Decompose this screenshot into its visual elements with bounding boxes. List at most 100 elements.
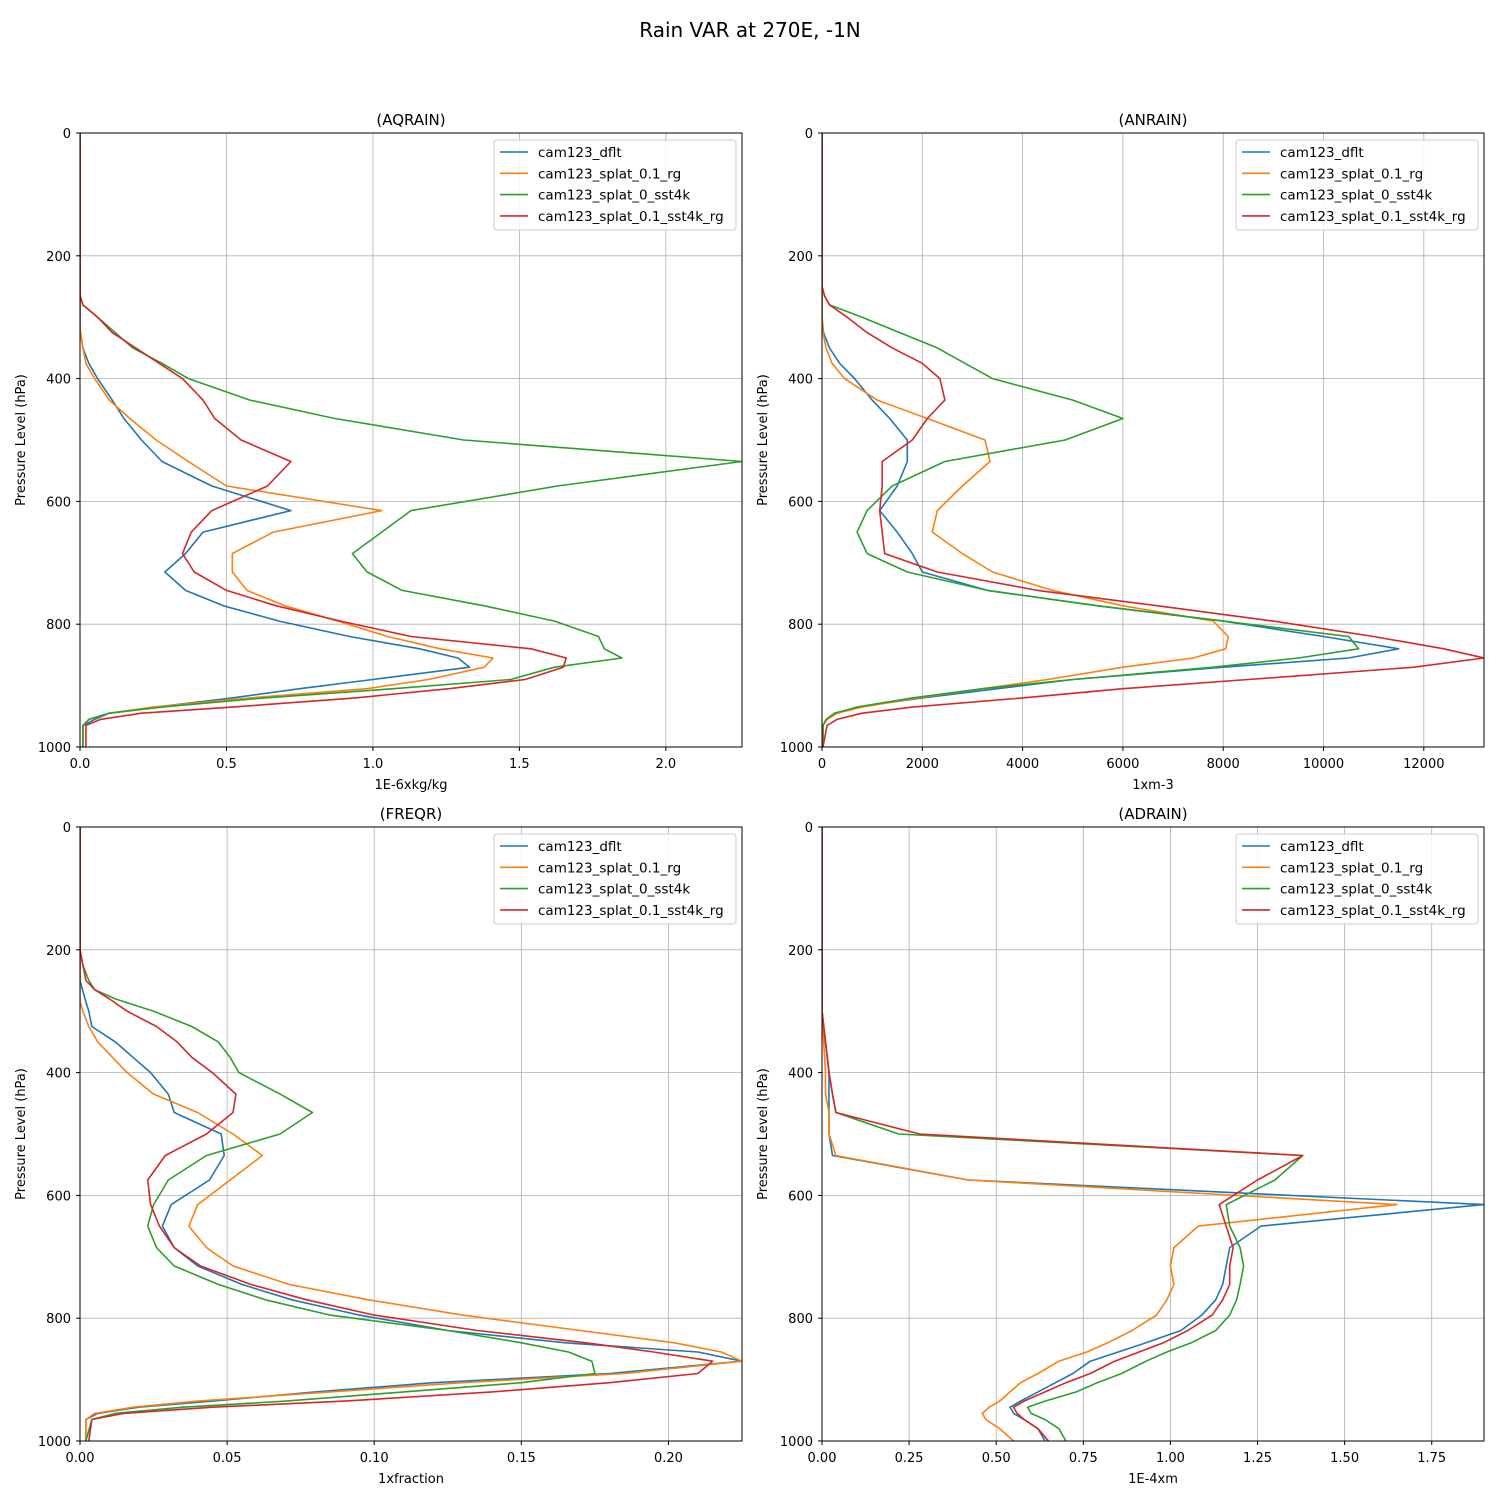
x-axis-label: 1xm-3 [1132, 778, 1174, 793]
series-group [822, 827, 1484, 1441]
series-line-cam123_splat_0.1_rg [822, 827, 1398, 1441]
x-tick-label: 0.15 [507, 1451, 536, 1466]
x-tick-label: 0.20 [654, 1451, 683, 1466]
x-tick-label: 0.5 [216, 757, 237, 772]
figure-title: Rain VAR at 270E, -1N [639, 18, 861, 42]
y-tick-label: 1000 [780, 1435, 813, 1450]
series-line-cam123_splat_0.1_sst4k_rg [80, 133, 568, 747]
y-tick-label: 0 [805, 127, 813, 142]
x-tick-label: 1.0 [363, 757, 384, 772]
y-axis-label: Pressure Level (hPa) [14, 374, 29, 506]
y-tick-label: 600 [788, 495, 813, 510]
plot-frame [821, 826, 1485, 1442]
x-tick-label: 2000 [906, 757, 939, 772]
y-tick-label: 400 [46, 373, 71, 388]
x-tick-label: 0 [818, 757, 826, 772]
series-line-cam123_dflt [80, 827, 742, 1441]
x-tick-label: 2.0 [655, 757, 676, 772]
series-group [822, 133, 1484, 747]
series-group [80, 827, 742, 1441]
y-tick-label: 1000 [780, 741, 813, 756]
legend-label: cam123_dflt [1280, 145, 1364, 161]
legend-box [1235, 139, 1479, 231]
x-tick-label: 1.00 [1156, 1451, 1185, 1466]
series-group [80, 133, 742, 747]
x-tick-label: 0.0 [70, 757, 91, 772]
x-tick-label: 0.00 [66, 1451, 95, 1466]
y-tick-label: 400 [788, 373, 813, 388]
y-axis-label: Pressure Level (hPa) [756, 374, 771, 506]
series-line-cam123_splat_0.1_rg [80, 827, 742, 1441]
legend-label: cam123_splat_0.1_sst4k_rg [1280, 209, 1466, 225]
x-tick-label: 1.5 [509, 757, 530, 772]
series-line-cam123_splat_0_sst4k [822, 133, 1360, 747]
y-tick-label: 800 [788, 618, 813, 633]
panel-title: (ANRAIN) [1119, 111, 1188, 129]
panel-2: 0.00 0.05 0.10 0.15 0.20 0 200 400 600 800 1000 (FR… [14, 805, 743, 1487]
legend: cam123_dflt cam123_splat_0.1_rg cam123_spl… [1235, 833, 1479, 925]
legend-label: cam123_splat_0_sst4k [1280, 882, 1432, 898]
x-tick-label: 0.50 [982, 1451, 1011, 1466]
legend: cam123_dflt cam123_splat_0.1_rg cam123_spl… [493, 833, 737, 925]
y-tick-label: 400 [46, 1067, 71, 1082]
legend-label: cam123_dflt [538, 145, 622, 161]
y-tick-label: 0 [63, 127, 71, 142]
y-tick-label: 200 [788, 250, 813, 265]
x-tick-label: 0.75 [1069, 1451, 1098, 1466]
panel-1: 0 2000 4000 6000 8000 10000 12000 0 200 400 600 800… [756, 111, 1485, 793]
legend-label: cam123_dflt [1280, 839, 1364, 855]
y-tick-label: 200 [46, 944, 71, 959]
series-line-cam123_splat_0.1_rg [80, 133, 494, 747]
x-tick-label: 8000 [1207, 757, 1240, 772]
plot-frame [821, 132, 1485, 748]
y-tick-label: 600 [46, 1189, 71, 1204]
x-axis-label: 1E-4xm [1128, 1472, 1178, 1487]
plot-frame [79, 132, 743, 748]
y-tick-label: 0 [63, 821, 71, 836]
x-tick-label: 1.25 [1243, 1451, 1272, 1466]
legend-label: cam123_splat_0.1_sst4k_rg [538, 209, 724, 225]
x-tick-label: 1.75 [1417, 1451, 1446, 1466]
legend-label: cam123_splat_0.1_rg [538, 860, 681, 876]
panel-0: 0.0 0.5 1.0 1.5 2.0 0 200 400 600 800 1000 (AQRAIN)… [14, 111, 743, 793]
x-axis-label: 1xfraction [378, 1472, 444, 1487]
x-tick-label: 0.05 [213, 1451, 242, 1466]
panel-title: (FREQR) [380, 805, 442, 823]
legend-box [493, 833, 737, 925]
y-axis-label: Pressure Level (hPa) [14, 1068, 29, 1200]
y-tick-label: 800 [788, 1312, 813, 1327]
legend-label: cam123_splat_0.1_rg [1280, 166, 1423, 182]
x-tick-label: 10000 [1303, 757, 1344, 772]
panel-3: 0.00 0.25 0.50 0.75 1.00 1.25 1.50 1.75 0 200 400 6… [756, 805, 1485, 1487]
x-tick-label: 0.10 [360, 1451, 389, 1466]
legend-label: cam123_splat_0.1_sst4k_rg [1280, 903, 1466, 919]
legend-label: cam123_splat_0.1_rg [538, 166, 681, 182]
series-line-cam123_splat_0.1_rg [822, 133, 1229, 747]
x-tick-label: 0.25 [895, 1451, 924, 1466]
x-tick-label: 0.00 [808, 1451, 837, 1466]
legend-label: cam123_splat_0_sst4k [538, 188, 690, 204]
plot-frame [79, 826, 743, 1442]
series-line-cam123_splat_0.1_sst4k_rg [822, 133, 1484, 747]
legend-label: cam123_splat_0_sst4k [1280, 188, 1432, 204]
series-line-cam123_dflt [822, 827, 1484, 1441]
y-tick-label: 600 [788, 1189, 813, 1204]
y-tick-label: 800 [46, 618, 71, 633]
y-tick-label: 600 [46, 495, 71, 510]
panel-title: (ADRAIN) [1118, 805, 1187, 823]
legend-box [1235, 833, 1479, 925]
series-line-cam123_splat_0.1_sst4k_rg [822, 827, 1304, 1441]
legend-label: cam123_splat_0.1_sst4k_rg [538, 903, 724, 919]
x-tick-label: 1.50 [1330, 1451, 1359, 1466]
x-tick-label: 4000 [1006, 757, 1039, 772]
x-tick-label: 12000 [1403, 757, 1444, 772]
x-tick-label: 6000 [1106, 757, 1139, 772]
panels-container: 0.0 0.5 1.0 1.5 2.0 0 200 400 600 800 1000 (AQRAIN)… [14, 111, 1485, 1487]
y-tick-label: 400 [788, 1067, 813, 1082]
series-line-cam123_dflt [80, 133, 471, 747]
x-axis-label: 1E-6xkg/kg [374, 778, 447, 793]
y-tick-label: 1000 [38, 741, 71, 756]
legend-label: cam123_dflt [538, 839, 622, 855]
legend: cam123_dflt cam123_splat_0.1_rg cam123_spl… [1235, 139, 1479, 231]
